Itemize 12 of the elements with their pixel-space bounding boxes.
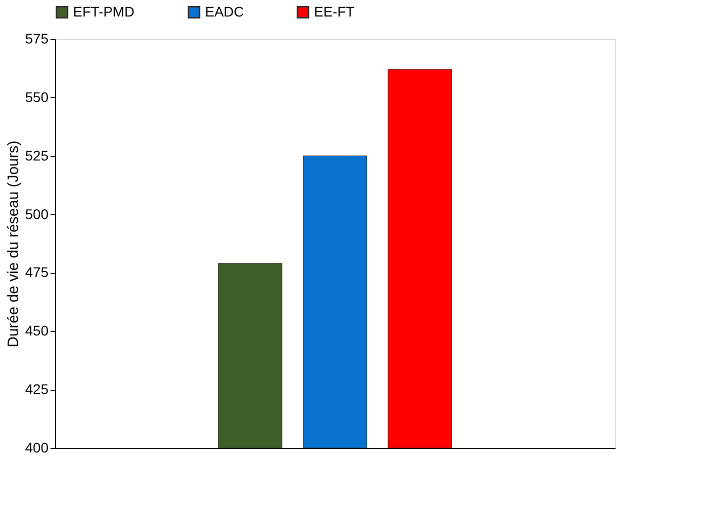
y-tick-label: 400 [25, 440, 49, 456]
y-tick-label: 525 [25, 147, 49, 164]
y-tick-label: 575 [25, 30, 49, 46]
y-tick-label: 500 [25, 206, 49, 222]
y-tick-label: 550 [25, 88, 49, 105]
y-tick-label: 450 [25, 322, 49, 339]
legend-label: EE-FT [314, 3, 355, 20]
y-axis-title: Durée de vie du réseau (Jours) [5, 140, 22, 348]
legend-label: EADC [205, 3, 244, 20]
y-tick-label: 475 [25, 264, 49, 280]
y-tick-label: 425 [25, 381, 49, 398]
legend-label: EFT-PMD [73, 3, 134, 20]
